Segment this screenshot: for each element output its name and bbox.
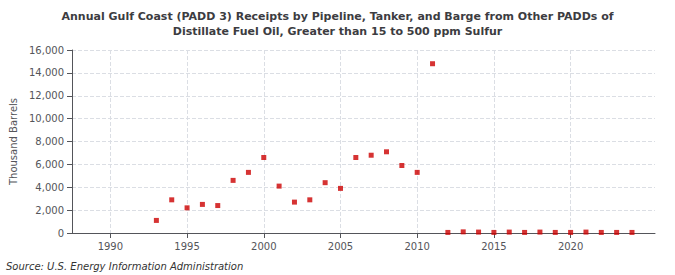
svg-text:2,000: 2,000 xyxy=(35,205,64,216)
svg-text:2020: 2020 xyxy=(558,241,583,252)
svg-text:Source: U.S. Energy Informatio: Source: U.S. Energy Information Administ… xyxy=(6,261,243,272)
svg-text:4,000: 4,000 xyxy=(35,182,64,193)
svg-text:2015: 2015 xyxy=(481,241,506,252)
svg-text:16,000: 16,000 xyxy=(29,45,64,56)
svg-text:1990: 1990 xyxy=(98,241,123,252)
svg-text:12,000: 12,000 xyxy=(29,90,64,101)
svg-text:8,000: 8,000 xyxy=(35,136,64,147)
svg-text:10,000: 10,000 xyxy=(29,113,64,124)
svg-text:2005: 2005 xyxy=(328,241,353,252)
svg-text:Distillate Fuel Oil, Greater t: Distillate Fuel Oil, Greater than 15 to … xyxy=(173,25,503,38)
svg-text:2010: 2010 xyxy=(404,241,429,252)
svg-text:6,000: 6,000 xyxy=(35,159,64,170)
svg-text:Thousand Barrels: Thousand Barrels xyxy=(8,98,19,186)
svg-text:1995: 1995 xyxy=(174,241,199,252)
svg-text:Annual Gulf Coast (PADD 3) Rec: Annual Gulf Coast (PADD 3) Receipts by P… xyxy=(62,10,614,23)
svg-text:0: 0 xyxy=(58,228,64,239)
svg-text:2000: 2000 xyxy=(251,241,276,252)
svg-text:14,000: 14,000 xyxy=(29,67,64,78)
